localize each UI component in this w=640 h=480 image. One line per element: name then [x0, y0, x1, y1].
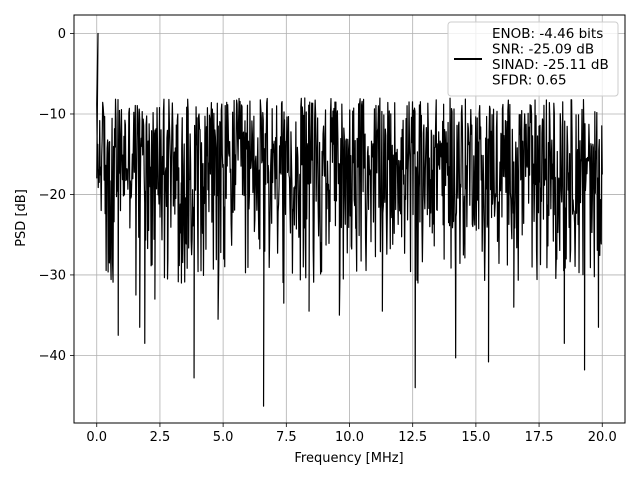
legend-box: [447, 21, 619, 97]
series-layer: [96, 32, 603, 407]
x-tick-label: 7.5: [276, 430, 297, 445]
legend-entry: SINAD: -25.11 dB: [492, 57, 609, 73]
psd-series-line: [96, 32, 603, 407]
x-tick-label: 10.0: [335, 430, 364, 445]
axes: 0.0 2.5 5.0 7.5 10.0 12.5 15.0 17.5 20.0 0 −10 −20 −…: [39, 14, 626, 445]
x-tick-label: 12.5: [398, 430, 427, 445]
legend-entry: SNR: -25.09 dB: [492, 42, 594, 58]
y-tick-label: 0: [58, 27, 66, 42]
x-tick-label: 5.0: [213, 430, 234, 445]
x-tick-label: 17.5: [525, 430, 554, 445]
x-tick-label: 15.0: [461, 430, 490, 445]
y-tick-label: −10: [39, 107, 66, 122]
y-tick-label: −40: [39, 349, 66, 364]
y-axis-label: PSD [dB]: [14, 189, 29, 247]
y-tick-label: −20: [39, 188, 66, 203]
y-tick-label: −30: [39, 268, 66, 283]
legend-entry: ENOB: -4.46 bits: [492, 26, 603, 42]
x-tick-label: 20.0: [588, 430, 617, 445]
legend-entry: SFDR: 0.65: [492, 73, 567, 89]
x-axis-label: Frequency [MHz]: [294, 451, 403, 466]
x-tick-label: 2.5: [150, 430, 171, 445]
x-tick-label: 0.0: [86, 430, 107, 445]
